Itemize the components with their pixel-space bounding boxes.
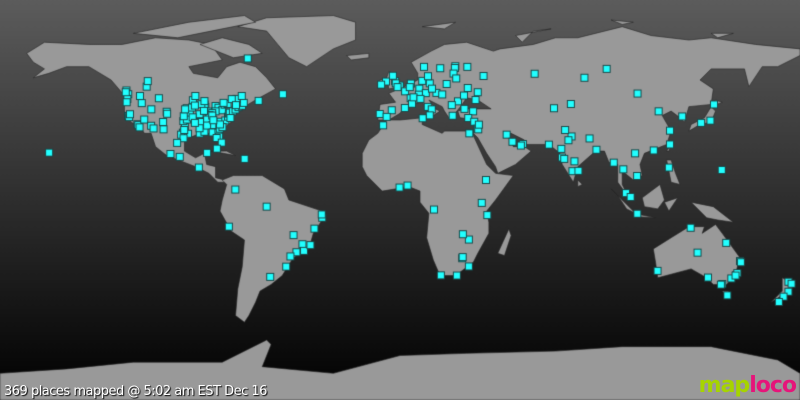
- logo-map: map: [698, 373, 751, 398]
- places-count-caption: 369 places mapped @ 5:02 am EST Dec 16: [4, 384, 267, 399]
- logo-loco: loco: [749, 373, 797, 398]
- maploco-logo[interactable]: maploco: [698, 373, 797, 398]
